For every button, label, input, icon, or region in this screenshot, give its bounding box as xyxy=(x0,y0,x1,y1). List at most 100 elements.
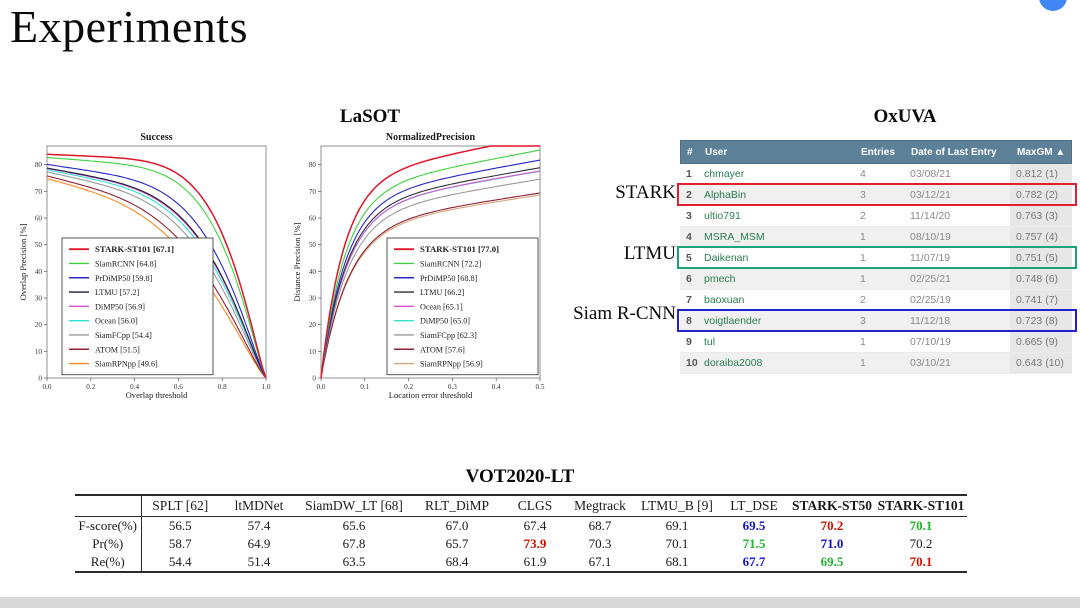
oxuva-table: # User Entries Date of Last Entry MaxGM ▲ 1 ch… xyxy=(677,140,1077,374)
series-line-Ocean xyxy=(46,169,267,379)
vot-cell: 68.1 xyxy=(665,554,689,569)
vot-cell: 65.7 xyxy=(445,536,469,551)
oxuva-cell-rank: 5 xyxy=(686,252,692,264)
vot-cell: 69.1 xyxy=(665,518,689,533)
oxuva-cell-rank: 7 xyxy=(686,294,692,306)
x-axis-label: Location error threshold xyxy=(389,390,473,400)
y-tick-label: 70 xyxy=(35,188,43,196)
vot-header-cell: STARK-ST101 xyxy=(875,495,967,517)
y-axis-label: Overlap Precision [%] xyxy=(18,223,28,300)
oxuva-cell-maxgm: 0.812 (1) xyxy=(1010,164,1072,184)
oxuva-cell-user: doraiba2008 xyxy=(704,357,763,369)
y-tick-label: 0 xyxy=(38,375,42,383)
oxuva-header-cell: Date of Last Entry xyxy=(911,146,997,158)
y-tick-label: 50 xyxy=(35,241,43,249)
y-tick-label: 50 xyxy=(309,241,317,249)
oxuva-cell-user: tul xyxy=(704,336,716,348)
y-tick-label: 60 xyxy=(309,215,317,223)
oxuva-cell-entries: 1 xyxy=(860,357,866,369)
oxuva-cell-date: 02/25/21 xyxy=(910,273,951,285)
legend-label-SiamFCpp: SiamFCpp [54.4] xyxy=(95,331,152,340)
legend-label-ATOM: ATOM [51.5] xyxy=(95,345,140,354)
vot-cell: 70.2 xyxy=(909,536,933,551)
vot-row-label: Pr(%) xyxy=(75,535,142,553)
chart-success: Success 0.0 0.2 0.4 0.6 0.8 1.0 0 10 20 30 40 50 60 70… xyxy=(18,132,271,400)
vot-cell: 70.1 xyxy=(665,536,689,551)
oxuva-row-9: 9 tul 1 07/10/19 0.665 (9) xyxy=(680,332,1072,353)
series-line-LTMU xyxy=(320,167,541,379)
y-tick-label: 80 xyxy=(35,161,43,169)
vot-cell: 71.0 xyxy=(820,536,844,551)
vot-cell: 67.8 xyxy=(342,536,366,551)
vot-cell: 58.7 xyxy=(168,536,192,551)
lasot-heading: LaSOT xyxy=(339,106,401,127)
y-tick-label: 30 xyxy=(35,295,43,303)
x-tick-label: 0.2 xyxy=(86,383,95,391)
vot-header-cell: LT_DSE xyxy=(719,495,789,517)
oxuva-cell-date: 11/14/20 xyxy=(910,210,951,222)
oxuva-header-cell: Entries xyxy=(861,146,895,158)
oxuva-cell-user: pmech xyxy=(704,273,736,285)
oxuva-row-6: 6 pmech 1 02/25/21 0.748 (6) xyxy=(680,269,1072,290)
slide-bottom-strip xyxy=(0,597,1080,608)
vot-cell: 67.1 xyxy=(588,554,612,569)
oxuva-row-label-siamrcnn: Siam R-CNN xyxy=(573,303,676,324)
vot-row-Pr(%): Pr(%) 58.7 64.9 67.8 65.7 73.9 70.3 70.1 71.5 71.… xyxy=(75,535,967,553)
vot-cell: 69.5 xyxy=(820,554,844,569)
vot-cell: 69.5 xyxy=(742,518,766,533)
oxuva-header-maxgm-sort-asc-icon: MaxGM ▲ xyxy=(1017,146,1066,158)
vot-header-cell xyxy=(75,495,142,517)
oxuva-cell-date: 07/10/19 xyxy=(910,336,951,348)
x-tick-label: 0.4 xyxy=(492,383,501,391)
oxuva-cell-maxgm: 0.763 (3) xyxy=(1010,206,1072,226)
vot-header-row: SPLT [62] ltMDNet SiamDW_LT [68] RLT_DiMP CL… xyxy=(75,495,967,517)
legend-label-PrDiMP50: PrDiMP50 [68.8] xyxy=(420,274,478,283)
oxuva-cell-entries: 1 xyxy=(860,273,866,285)
legend-label-STARK-ST101: STARK-ST101 [67.1] xyxy=(95,244,174,254)
series-line-SiamRPNpp xyxy=(46,178,267,379)
vot-cell: 65.6 xyxy=(342,518,366,533)
vot-header-cell: CLGS xyxy=(505,495,565,517)
vot-cell: 63.5 xyxy=(342,554,366,569)
oxuva-cell-maxgm: 0.748 (6) xyxy=(1010,269,1072,289)
y-tick-label: 20 xyxy=(35,321,43,329)
oxuva-cell-rank: 2 xyxy=(686,189,692,201)
x-tick-label: 0.8 xyxy=(218,383,227,391)
vot-cell: 71.5 xyxy=(742,536,766,551)
oxuva-cell-entries: 1 xyxy=(860,231,866,243)
oxuva-cell-rank: 6 xyxy=(686,273,692,285)
oxuva-cell-entries: 2 xyxy=(860,294,866,306)
legend-label-Ocean: Ocean [56.0] xyxy=(95,317,138,326)
oxuva-cell-user: baoxuan xyxy=(704,294,745,306)
x-tick-label: 0.1 xyxy=(360,383,369,391)
oxuva-heading: OxUVA xyxy=(873,106,937,127)
y-tick-label: 10 xyxy=(309,348,317,356)
oxuva-cell-rank: 4 xyxy=(686,231,692,243)
vot-cell: 73.9 xyxy=(523,536,547,551)
series-line-SiamFCpp xyxy=(46,171,267,379)
oxuva-cell-user: Daikenan xyxy=(704,252,749,264)
page-title: Experiments xyxy=(10,1,248,52)
legend-label-Ocean: Ocean [65.1] xyxy=(420,302,463,311)
legend-label-SiamRCNN: SiamRCNN [64.8] xyxy=(95,259,157,268)
oxuva-cell-rank: 8 xyxy=(686,315,692,327)
vot-cell: 64.9 xyxy=(247,536,271,551)
oxuva-cell-entries: 3 xyxy=(860,315,866,327)
vot-header-cell: RLT_DiMP xyxy=(409,495,505,517)
x-tick-label: 0.3 xyxy=(448,383,457,391)
floating-action-button[interactable] xyxy=(1039,0,1067,11)
x-tick-label: 0.2 xyxy=(404,383,413,391)
series-line-Ocean xyxy=(320,170,541,379)
oxuva-header-row: # User Entries Date of Last Entry MaxGM ▲ xyxy=(680,140,1072,164)
oxuva-cell-rank: 10 xyxy=(686,357,698,369)
oxuva-cell-entries: 1 xyxy=(860,252,866,264)
chart-title: Success xyxy=(140,132,172,143)
oxuva-cell-maxgm: 0.643 (10) xyxy=(1010,353,1072,373)
legend-label-DiMP50: DiMP50 [65.0] xyxy=(420,317,470,326)
oxuva-cell-maxgm: 0.782 (2) xyxy=(1010,185,1072,205)
vot-header-cell: ltMDNet xyxy=(219,495,299,517)
series-line-LTMU xyxy=(46,167,267,379)
vot-cell: 54.4 xyxy=(168,554,192,569)
series-line-STARK-ST101 xyxy=(46,153,267,379)
series-line-PrDiMP50 xyxy=(46,163,267,379)
